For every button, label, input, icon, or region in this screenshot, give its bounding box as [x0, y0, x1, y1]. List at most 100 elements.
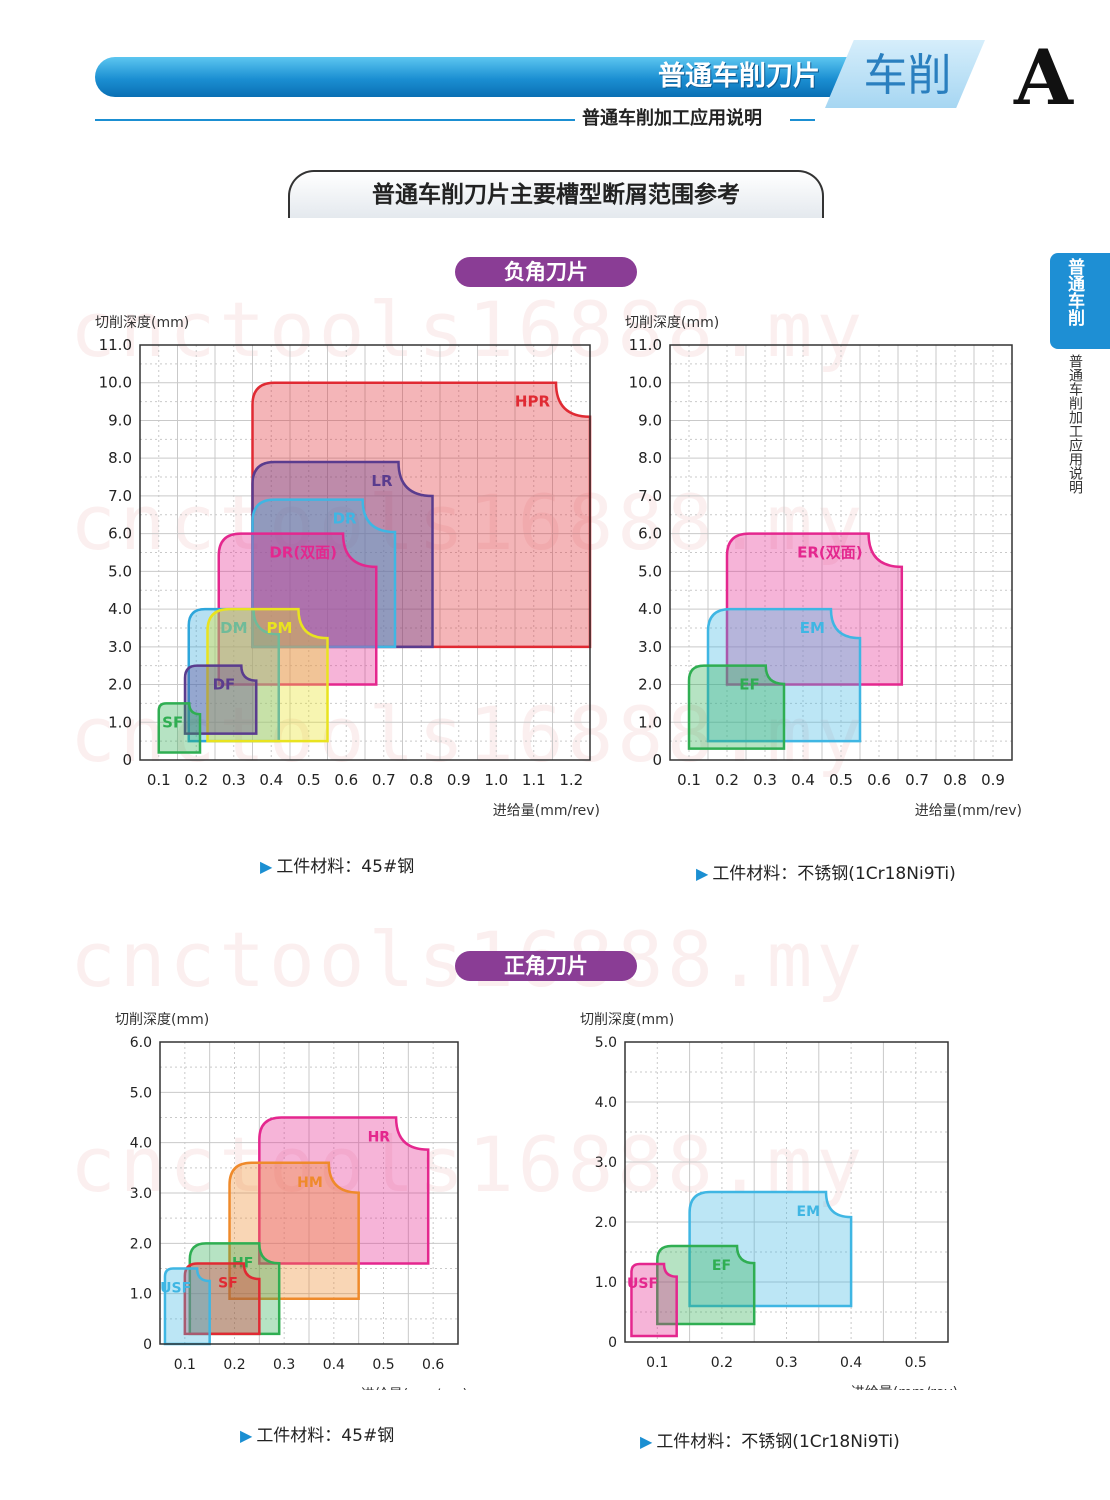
triangle-icon: ▶	[696, 864, 709, 883]
y-tick-label: 3.0	[130, 1186, 152, 1202]
header-rule	[95, 119, 575, 121]
x-tick-label: 0.1	[147, 771, 171, 789]
material-note: ▶ 工件材料：不锈钢(1Cr18Ni9Ti)	[640, 1427, 900, 1452]
y-tick-label: 7.0	[108, 487, 132, 505]
region-label: EF	[739, 676, 760, 694]
header-bar	[95, 57, 875, 97]
x-tick-label: 0.5	[905, 1355, 927, 1371]
x-axis-label: 进给量(mm/rev)	[851, 1385, 958, 1390]
region-label: LR	[371, 472, 393, 490]
region-label: DR	[333, 510, 357, 528]
y-axis-label: 切削深度(mm)	[580, 1012, 674, 1028]
y-tick-label: 0	[122, 751, 132, 769]
y-tick-label: 1.0	[595, 1275, 617, 1291]
y-tick-label: 10.0	[629, 374, 662, 392]
x-tick-label: 0.9	[981, 771, 1005, 789]
y-tick-label: 9.0	[638, 411, 662, 429]
region-label: HM	[297, 1175, 323, 1191]
region-label: USF	[160, 1281, 191, 1297]
x-tick-label: 0.8	[409, 771, 433, 789]
y-tick-label: 9.0	[108, 411, 132, 429]
triangle-icon: ▶	[260, 857, 273, 876]
region-label: EM	[797, 1204, 821, 1220]
x-tick-label: 0.5	[297, 771, 321, 789]
region-label: ER(双面)	[797, 544, 863, 562]
y-tick-label: 0	[652, 751, 662, 769]
y-tick-label: 5.0	[595, 1035, 617, 1051]
x-axis-label: 进给量(mm/rev)	[493, 803, 600, 819]
x-tick-label: 0.5	[829, 771, 853, 789]
x-axis-label: 进给量(mm/rev)	[361, 1387, 468, 1390]
x-tick-label: 0.4	[840, 1355, 862, 1371]
y-axis-label: 切削深度(mm)	[625, 315, 719, 331]
section-title-frame	[288, 170, 824, 218]
y-tick-label: 4.0	[130, 1136, 152, 1152]
region-label: PM	[267, 619, 293, 637]
region-label: DM	[220, 619, 247, 637]
x-tick-label: 0.1	[174, 1357, 196, 1373]
material-note: ▶ 工件材料：45#钢	[260, 852, 414, 877]
group-label-positive: 正角刀片	[455, 951, 637, 981]
x-tick-label: 0.4	[323, 1357, 345, 1373]
region-label: HR	[368, 1130, 391, 1146]
y-tick-label: 6.0	[130, 1035, 152, 1051]
x-tick-label: 0.6	[867, 771, 891, 789]
y-tick-label: 8.0	[108, 449, 132, 467]
x-tick-label: 0.5	[372, 1357, 394, 1373]
y-tick-label: 5.0	[638, 562, 662, 580]
y-tick-label: 3.0	[595, 1155, 617, 1171]
y-tick-label: 7.0	[638, 487, 662, 505]
group-label-negative: 负角刀片	[455, 257, 637, 287]
watermark: cnctools16888.my	[70, 285, 867, 374]
y-tick-label: 2.0	[595, 1215, 617, 1231]
y-tick-label: 5.0	[130, 1085, 152, 1101]
header-rule-end	[790, 119, 815, 121]
chart-region	[251, 460, 434, 649]
header-tab-label: 车削	[863, 50, 952, 101]
x-tick-label: 0.2	[715, 771, 739, 789]
triangle-icon: ▶	[240, 1426, 253, 1445]
x-tick-label: 1.2	[559, 771, 583, 789]
chart-positive-stainless: EM EF USF 0.1 0.2 0.3 0.4 0.5 0 1.0 2.0 3.0 4.0 5.0 切削…	[580, 1012, 958, 1390]
header-tab	[825, 40, 985, 108]
chart-region	[706, 607, 862, 743]
x-tick-label: 0.2	[184, 771, 208, 789]
x-tick-label: 1.1	[522, 771, 546, 789]
y-tick-label: 2.0	[108, 676, 132, 694]
chart-region	[687, 664, 786, 750]
y-tick-label: 4.0	[108, 600, 132, 618]
chart-region	[183, 664, 258, 735]
chart-negative-stainless: ER(双面) EM EF 0.1 0.2 0.3 0.4 0.5 0.6 0.7 0.8 0.9 0 1.…	[625, 315, 1022, 819]
y-tick-label: 4.0	[595, 1095, 617, 1111]
x-tick-label: 0.4	[791, 771, 815, 789]
y-tick-label: 6.0	[108, 525, 132, 543]
header-title: 普通车削刀片	[658, 61, 820, 92]
header-subtitle: 普通车削加工应用说明	[582, 108, 762, 129]
region-label: SF	[218, 1275, 238, 1291]
x-tick-label: 0.4	[259, 771, 283, 789]
x-axis-label: 进给量(mm/rev)	[915, 803, 1022, 819]
y-axis-label: 切削深度(mm)	[115, 1012, 209, 1028]
y-tick-label: 10.0	[99, 374, 132, 392]
y-tick-label: 11.0	[99, 336, 132, 354]
y-tick-label: 4.0	[638, 600, 662, 618]
x-tick-label: 0.6	[422, 1357, 444, 1373]
x-tick-label: 0.3	[753, 771, 777, 789]
x-tick-label: 0.2	[711, 1355, 733, 1371]
x-tick-label: 0.7	[905, 771, 929, 789]
x-tick-label: 0.8	[943, 771, 967, 789]
y-tick-label: 1.0	[108, 713, 132, 731]
triangle-icon: ▶	[640, 1432, 653, 1451]
plot-frame	[159, 1041, 459, 1345]
x-tick-label: 1.0	[484, 771, 508, 789]
chart-region	[157, 702, 202, 754]
chart-region	[206, 607, 329, 743]
side-tab-label: 普通车削	[1064, 258, 1084, 326]
y-tick-label: 3.0	[638, 638, 662, 656]
plot-frame	[669, 344, 1013, 761]
header-section-letter: A	[1014, 33, 1073, 122]
side-tab[interactable]	[1050, 253, 1110, 349]
y-tick-label: 1.0	[130, 1287, 152, 1303]
y-tick-label: 1.0	[638, 713, 662, 731]
region-label: EF	[712, 1258, 731, 1274]
